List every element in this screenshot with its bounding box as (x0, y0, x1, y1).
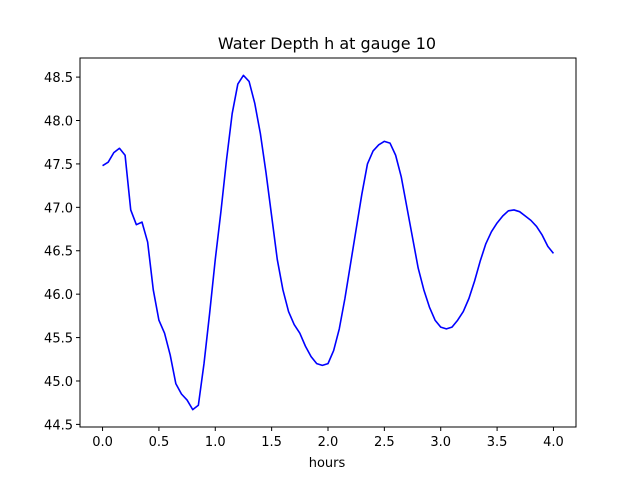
y-axis: 44.5 45.0 45.5 46.0 46.5 47.0 47.5 48.0 48.5 (44, 71, 80, 433)
x-tick-label: 2.5 (374, 435, 395, 450)
series-line (102, 74, 555, 411)
y-tick-label: 46.5 (44, 245, 73, 260)
chart-title: Water Depth h at gauge 10 (218, 34, 436, 53)
x-tick-label: 1.5 (261, 435, 282, 450)
plot-series (102, 74, 555, 411)
y-tick-label: 47.0 (44, 201, 73, 216)
y-tick-label: 45.0 (44, 375, 73, 390)
y-tick-label: 47.5 (44, 158, 73, 173)
y-tick-label: 46.0 (44, 288, 73, 303)
x-tick-label: 2.0 (318, 435, 339, 450)
y-tick-label: 44.5 (44, 418, 73, 433)
x-tick-label: 0.0 (92, 435, 113, 450)
y-tick-label: 48.0 (44, 115, 73, 130)
x-axis: 0.0 0.5 1.0 1.5 2.0 2.5 3.0 3.5 4.0 (92, 427, 564, 450)
x-tick-label: 0.5 (149, 435, 170, 450)
y-tick-label: 45.5 (44, 332, 73, 347)
y-tick-label: 48.5 (44, 71, 73, 86)
x-tick-label: 3.5 (487, 435, 508, 450)
x-tick-label: 4.0 (543, 435, 564, 450)
x-tick-label: 1.0 (205, 435, 226, 450)
plot-frame (79, 57, 577, 428)
x-tick-label: 3.0 (430, 435, 451, 450)
x-axis-label: hours (309, 456, 346, 471)
